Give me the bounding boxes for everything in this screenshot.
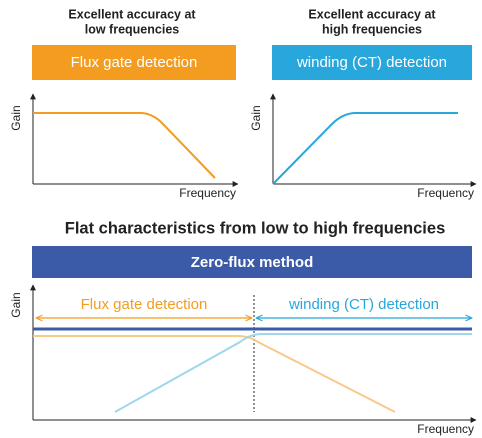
gain-curve	[33, 112, 216, 179]
box-label: Flux gate detection	[71, 54, 198, 71]
method-box	[32, 45, 236, 80]
y-label: Gain	[249, 105, 263, 130]
x-label: Frequency	[179, 186, 236, 200]
title-line: Excellent accuracy at	[68, 7, 196, 21]
gain-curve	[272, 112, 458, 185]
box-label: winding (CT) detection	[296, 54, 447, 71]
x-label: Frequency	[417, 186, 474, 200]
method-box	[32, 246, 472, 278]
method-box	[272, 45, 472, 80]
flux-curve	[33, 335, 396, 413]
x-label: Frequency	[417, 422, 474, 436]
box-label: Zero-flux method	[191, 254, 314, 271]
y-label: Gain	[9, 292, 23, 317]
range-label: Flux gate detection	[81, 296, 208, 313]
y-label: Gain	[9, 105, 23, 130]
range-label: winding (CT) detection	[288, 296, 439, 313]
ct-curve	[114, 333, 472, 413]
title-line: high frequencies	[322, 22, 422, 36]
title-line: low frequencies	[85, 22, 180, 36]
heading: Flat characteristics from low to high fr…	[65, 219, 446, 237]
title-line: Excellent accuracy at	[308, 7, 436, 21]
